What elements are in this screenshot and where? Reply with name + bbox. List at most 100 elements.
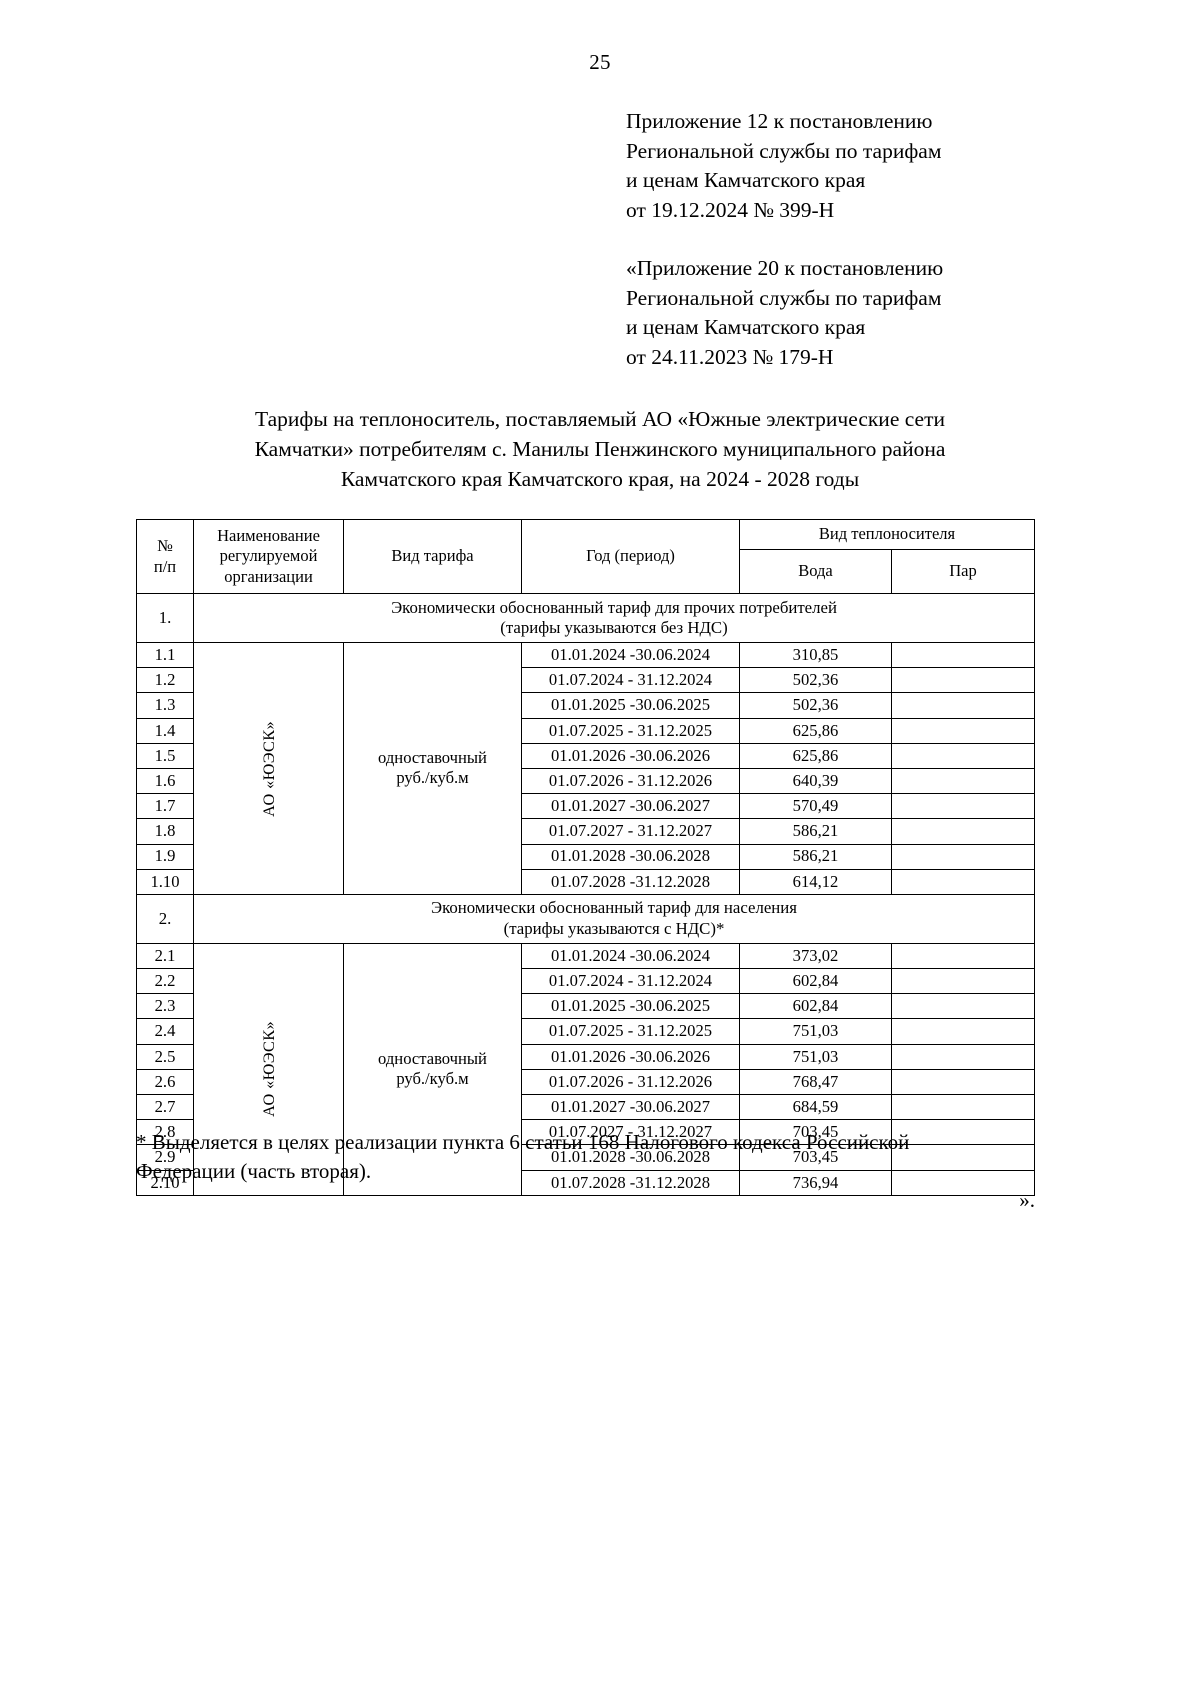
row-number: 1.6 (136, 767, 194, 795)
row-water-value: 602,84 (739, 968, 892, 995)
row-number: 2.5 (136, 1043, 194, 1070)
row-period: 01.01.2026 -30.06.2026 (521, 742, 740, 769)
section-header-row: 2. Экономически обоснованный тариф для н… (136, 893, 1035, 944)
organization-label: АО «ЮЭСК» (258, 720, 278, 817)
header-carrier-group: Вид теплоносителя (739, 519, 1035, 550)
tariff-type-line2: руб./куб.м (396, 768, 469, 788)
section-title: Экономически обоснованный тариф для проч… (193, 593, 1035, 643)
table-row: 1.10 01.07.2028 -31.12.2028 614,12 (136, 868, 1035, 895)
row-number: 1.2 (136, 667, 194, 694)
row-number: 2.9 (136, 1144, 194, 1171)
document-title: Тарифы на теплоноситель, поставляемый АО… (150, 404, 1050, 494)
table-row: 2.6 01.07.2026 - 31.12.2026 768,47 (136, 1068, 1035, 1096)
ref2-line-2: Региональной службы по тарифам (626, 285, 942, 310)
appendix-reference-block-1: Приложение 12 к постановлению Региональн… (626, 107, 1036, 225)
row-period: 01.07.2025 - 31.12.2025 (521, 1018, 740, 1045)
row-number: 2.3 (136, 993, 194, 1020)
table-row: 1.5 01.01.2026 -30.06.2026 625,86 (136, 742, 1035, 769)
header-number-line1: № (157, 536, 173, 556)
header-number: № п/п (136, 519, 194, 594)
row-water-value: 310,85 (739, 641, 892, 669)
row-water-value: 625,86 (739, 742, 892, 769)
ref1-line-2: Региональной службы по тарифам (626, 138, 942, 163)
tariff-table: № п/п Наименование регулируемой организа… (136, 519, 1035, 1196)
row-steam-value (891, 717, 1035, 744)
ref1-line-4: от 19.12.2024 № 399-Н (626, 197, 835, 222)
row-water-value: 502,36 (739, 692, 892, 719)
row-number: 1.10 (136, 868, 194, 895)
tariff-type-line2: руб./куб.м (396, 1069, 469, 1089)
table-row: 2.8 01.07.2027 - 31.12.2027 703,45 (136, 1119, 1035, 1146)
row-number: 1.9 (136, 843, 194, 870)
row-number: 1.3 (136, 692, 194, 719)
table-row: 2.1 АО «ЮЭСК» одноставочный руб./куб.м 0… (136, 942, 1035, 1196)
header-org-line1: Наименование (217, 526, 320, 546)
row-period: 01.07.2024 - 31.12.2024 (521, 667, 740, 694)
section-title-line1: Экономически обоснованный тариф для насе… (431, 898, 797, 918)
section-number: 2. (136, 893, 194, 944)
header-steam: Пар (891, 549, 1035, 594)
row-water-value: 751,03 (739, 1018, 892, 1045)
row-steam-value (891, 993, 1035, 1020)
row-period: 01.01.2024 -30.06.2024 (521, 942, 740, 970)
footnote-line-1: * Выделяется в целях реализации пункта 6… (136, 1130, 910, 1154)
row-steam-value (891, 868, 1035, 895)
row-steam-value (891, 793, 1035, 820)
organization-label: АО «ЮЭСК» (258, 1021, 278, 1118)
row-steam-value (891, 968, 1035, 995)
row-period: 01.01.2026 -30.06.2026 (521, 1043, 740, 1070)
row-steam-value (891, 1093, 1035, 1121)
organization-cell: АО «ЮЭСК» (193, 942, 344, 1196)
row-period: 01.07.2027 - 31.12.2027 (521, 1119, 740, 1146)
row-period: 01.07.2026 - 31.12.2026 (521, 1068, 740, 1096)
tariff-type-line1: одноставочный (378, 1049, 487, 1069)
row-number: 1.5 (136, 742, 194, 769)
table-row: 1.1 АО «ЮЭСК» одноставочный руб./куб.м 0… (136, 641, 1035, 895)
section-header-row: 1. Экономически обоснованный тариф для п… (136, 593, 1035, 643)
section-title-line2: (тарифы указываются без НДС) (500, 618, 728, 637)
row-water-value: 586,21 (739, 818, 892, 845)
tariff-type-line1: одноставочный (378, 748, 487, 768)
ref1-line-3: и ценам Камчатского края (626, 168, 866, 192)
table-header: № п/п Наименование регулируемой организа… (136, 519, 1035, 594)
header-org-line2: регулируемой (219, 546, 318, 566)
row-steam-value (891, 641, 1035, 669)
row-period: 01.01.2025 -30.06.2025 (521, 692, 740, 719)
ref2-line-3: и ценам Камчатского края (626, 315, 866, 339)
table-row: 1.2 01.07.2024 - 31.12.2024 502,36 (136, 667, 1035, 694)
row-period: 01.07.2028 -31.12.2028 (521, 1169, 740, 1196)
row-steam-value (891, 1119, 1035, 1146)
row-period: 01.01.2025 -30.06.2025 (521, 993, 740, 1020)
row-water-value: 640,39 (739, 767, 892, 795)
footnote: * Выделяется в целях реализации пункта 6… (136, 1128, 1034, 1186)
header-tariff-type: Вид тарифа (343, 519, 522, 594)
row-steam-value (891, 667, 1035, 694)
table-row: 2.4 01.07.2025 - 31.12.2025 751,03 (136, 1018, 1035, 1045)
row-water-value: 684,59 (739, 1093, 892, 1121)
closing-quote-mark: ». (1019, 1188, 1035, 1212)
row-number: 2.4 (136, 1018, 194, 1045)
row-steam-value (891, 818, 1035, 845)
header-organization: Наименование регулируемой организации (193, 519, 344, 594)
row-steam-value (891, 1043, 1035, 1070)
tariff-type-cell: одноставочный руб./куб.м (343, 642, 522, 895)
row-water-value: 614,12 (739, 868, 892, 895)
row-number: 1.1 (136, 641, 194, 669)
table-row: 2.10 01.07.2028 -31.12.2028 736,94 (136, 1169, 1035, 1196)
row-number: 1.7 (136, 793, 194, 820)
row-water-value: 373,02 (739, 942, 892, 970)
header-number-line2: п/п (153, 556, 177, 576)
row-steam-value (891, 843, 1035, 870)
organization-cell: АО «ЮЭСК» (193, 642, 344, 895)
footnote-line-2: Федерации (часть вторая). (136, 1159, 372, 1183)
row-period: 01.07.2027 - 31.12.2027 (521, 818, 740, 845)
row-steam-value (891, 1144, 1035, 1171)
table-row: 1.6 01.07.2026 - 31.12.2026 640,39 (136, 767, 1035, 795)
row-number: 2.2 (136, 968, 194, 995)
ref2-line-1: «Приложение 20 к постановлению (626, 256, 944, 280)
table-row: 1.7 01.01.2027 -30.06.2027 570,49 (136, 793, 1035, 820)
row-steam-value (891, 942, 1035, 970)
header-year-period: Год (период) (521, 519, 740, 594)
row-water-value: 768,47 (739, 1068, 892, 1096)
row-water-value: 602,84 (739, 993, 892, 1020)
